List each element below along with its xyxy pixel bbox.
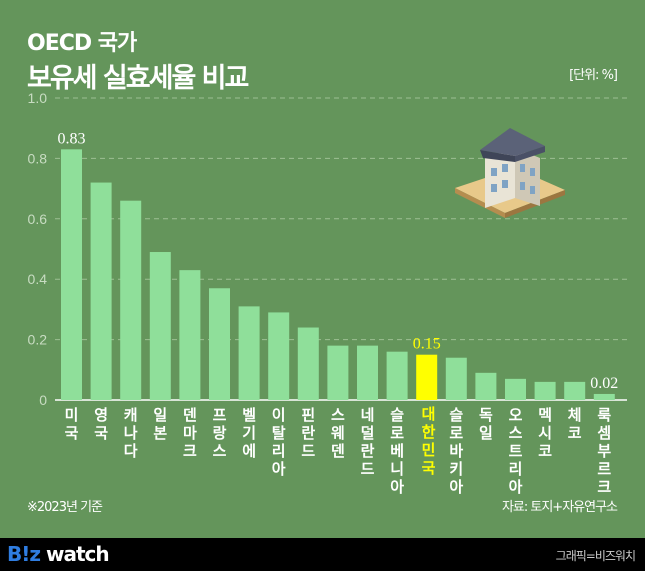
y-tick-label: 0	[39, 392, 47, 408]
bar-일본	[149, 252, 171, 400]
bar-네덜란드	[357, 345, 378, 400]
bizwatch-logo: B!z watch	[7, 542, 110, 566]
bar-독일	[475, 372, 497, 400]
y-tick-label: 0.8	[28, 150, 48, 166]
data-label: 0.02	[590, 375, 618, 392]
source: 자료: 토지+자유연구소	[501, 500, 618, 515]
bar-프랑스	[209, 288, 230, 400]
bar-영국	[90, 182, 112, 400]
bar-벨기에	[238, 306, 260, 400]
bar-캐나다	[120, 200, 142, 400]
footnote: ※2023년 기준	[27, 500, 103, 515]
bar-미국	[61, 149, 82, 400]
bar-덴마크	[179, 270, 201, 400]
y-tick-label: 1.0	[28, 90, 48, 106]
house-icon	[455, 128, 565, 218]
chart-subtitle: OECD 국가	[27, 31, 137, 56]
x-tick-label-highlight: 대한민국	[419, 406, 437, 478]
bar-chart: 0 0.2 0.4 0.6 0.8 1.0 0.83 미 국 영 국 캐 나 다 일 본 덴 마 크 프 랑 스 벨 기 에 이…	[28, 90, 627, 496]
credit: 그래픽=비즈워치	[555, 549, 636, 563]
y-tick-label: 0.4	[28, 271, 48, 287]
unit-label: [단위: %]	[569, 68, 618, 83]
y-tick-label: 0.2	[28, 332, 48, 348]
bar-대한민국	[416, 354, 438, 400]
bar-멕시코	[534, 381, 556, 400]
bar-핀란드	[297, 327, 319, 400]
bar-스웨덴	[327, 345, 349, 400]
bar-오스트리아	[505, 378, 526, 400]
bar-룩셈부르크	[593, 393, 615, 400]
y-tick-label: 0.6	[28, 211, 48, 227]
bar-체코	[564, 381, 586, 400]
bar-이탈리아	[268, 312, 290, 400]
footer-bar: B!z watch 그래픽=비즈워치	[0, 538, 645, 571]
chart-title: 보유세 실효세율 비교	[27, 63, 249, 94]
bar-슬로베니아	[386, 351, 408, 400]
data-label: 0.83	[58, 130, 86, 147]
bar-슬로바키아	[445, 357, 467, 400]
data-label: 0.15	[413, 336, 441, 353]
